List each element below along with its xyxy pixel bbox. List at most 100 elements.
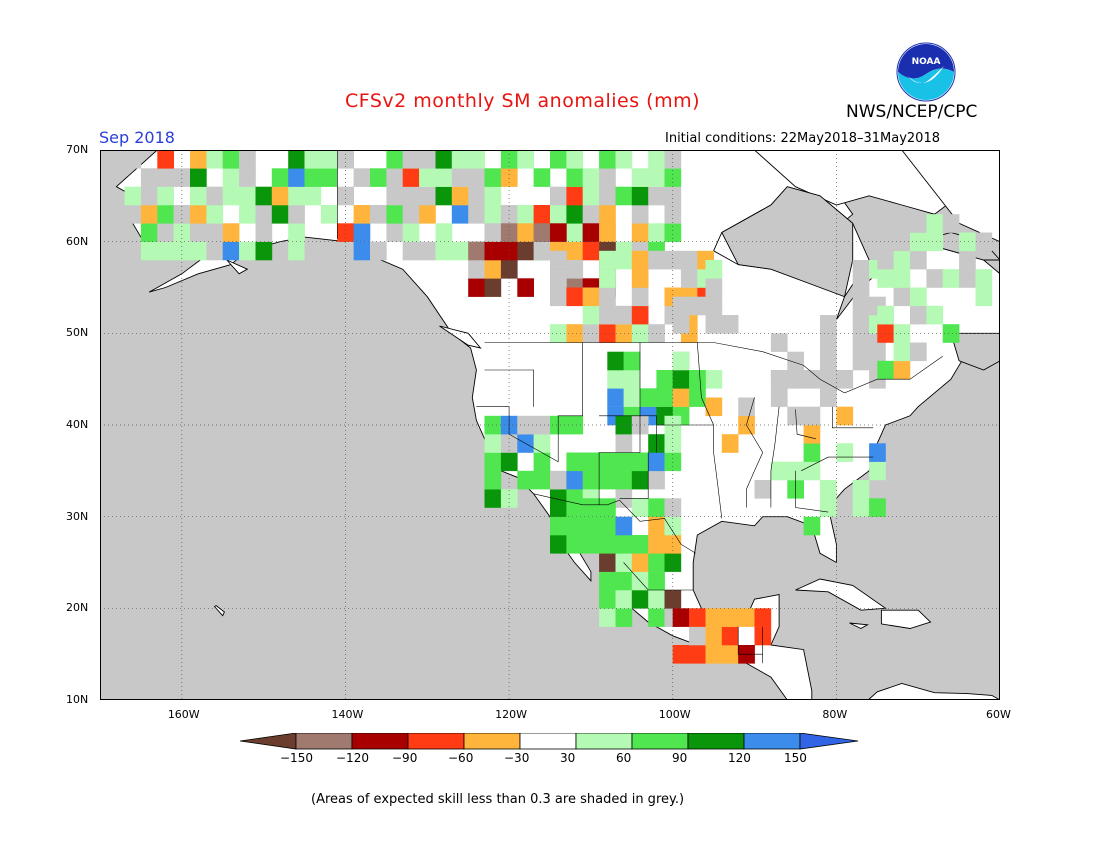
anomaly-cell-4 [877,269,894,288]
anomaly-cell-0 [239,168,256,187]
anomaly-cell-0 [517,205,534,224]
colorbar-tick-label: 60 [616,751,632,765]
anomaly-cell-7 [566,470,584,490]
anomaly-cell-1 [484,241,502,261]
anomaly-cell-0 [664,223,682,242]
anomaly-cell-8 [664,590,682,609]
anomaly-cell-6 [721,434,739,453]
anomaly-cell-11 [836,406,854,426]
anomaly-cell-8 [550,498,567,517]
agency-label: NWS/NCEP/CPC [846,102,978,122]
anomaly-cell-0 [304,168,322,187]
alaska-islands-land [226,259,249,275]
anomaly-cell-0 [566,223,584,242]
anomaly-cell-9 [803,461,821,481]
anomaly-cell-5 [623,370,641,389]
anomaly-cell-0 [337,223,354,242]
anomaly-cell-4 [877,214,894,233]
anomaly-cell-4 [942,324,960,343]
anomaly-cell-5 [656,388,674,407]
anomaly-cell-8 [615,590,633,609]
anomaly-cell-0 [190,205,207,224]
anomaly-cell-0 [566,186,584,206]
anomaly-cell-0 [255,241,273,261]
anomaly-map [100,150,1000,700]
anomaly-cell-7 [533,415,551,435]
anomaly-cell-0 [320,205,338,224]
border-line-17 [737,626,763,655]
anomaly-cell-10 [754,608,772,627]
border-line-4 [598,342,641,505]
anomaly-cell-0 [140,168,158,187]
lat-label: 30N [66,509,89,523]
anomaly-cell-1 [533,241,551,261]
anomaly-cell-10 [672,645,690,664]
anomaly-cell-2 [648,250,665,270]
anomaly-cell-3 [705,260,723,279]
anomaly-cell-4 [910,214,927,233]
anomaly-cell-0 [190,241,207,261]
anomaly-cell-9 [770,461,788,481]
anomaly-cell-0 [239,186,256,206]
border-line-8 [599,415,657,453]
anomaly-cell-4 [959,269,976,288]
anomaly-cell-0 [582,205,600,224]
anomaly-cell-3 [689,296,706,316]
colorbar-tick-label: 90 [672,751,688,765]
colorbar-arrow-low [240,733,297,750]
anomaly-cell-3 [852,315,870,334]
lat-label: 20N [66,601,89,615]
anomaly-cell-0 [582,168,600,187]
hispaniola-land [880,609,932,629]
lon-label: 160W [167,708,200,721]
anomaly-cell-0 [648,168,665,187]
border-line-9 [746,397,764,508]
anomaly-cell-0 [190,168,207,187]
colorbar-swatch-1 [295,733,353,750]
anomaly-cell-0 [615,150,633,169]
anomaly-cell-9 [869,443,886,462]
anomaly-cell-4 [877,324,894,343]
anomaly-cell-0 [353,223,371,242]
anomaly-cell-11 [770,388,788,407]
anomaly-cell-7 [582,452,600,472]
anomaly-cell-0 [664,150,682,169]
border-line-10 [770,406,780,508]
colorbar-tick-label: 30 [560,751,576,765]
anomaly-cell-9 [852,498,870,517]
colorbar-swatch-5 [519,733,577,750]
border-line-1 [533,493,696,554]
anomaly-cell-4 [893,342,911,362]
anomaly-cell-0 [157,186,174,206]
colorbar-arrow-high [799,733,859,750]
anomaly-cell-3 [705,278,723,297]
anomaly-cell-8 [631,590,649,609]
anomaly-cell-0 [468,150,485,169]
jamaica-land [849,622,869,630]
anomaly-cell-9 [869,498,886,517]
anomaly-cell-2 [631,269,649,288]
anomaly-cell-8 [615,516,633,536]
colorbar [240,733,859,750]
anomaly-cell-0 [599,205,616,224]
anomaly-cell-0 [419,168,436,187]
anomaly-cell-1 [484,260,502,279]
anomaly-cell-2 [550,250,567,270]
valid-month-label: Sep 2018 [99,128,175,147]
anomaly-cell-4 [910,232,927,252]
anomaly-cell-0 [500,168,518,187]
anomaly-cell-8 [599,535,616,554]
anomaly-cell-4 [910,287,927,307]
anomaly-cell-0 [370,241,387,261]
anomaly-cell-10 [705,626,723,646]
anomaly-cell-0 [468,168,485,187]
anomaly-cell-3 [820,315,837,334]
anomaly-cell-5 [607,370,624,389]
lat-label: 70N [66,143,89,156]
anomaly-cell-2 [599,305,616,325]
anomaly-cell-0 [140,186,158,206]
anomaly-cell-9 [820,480,837,499]
gulf-stlawrence-water [950,332,1000,371]
colorbar-tick-label: −60 [448,751,474,765]
anomaly-cell-0 [386,223,404,242]
